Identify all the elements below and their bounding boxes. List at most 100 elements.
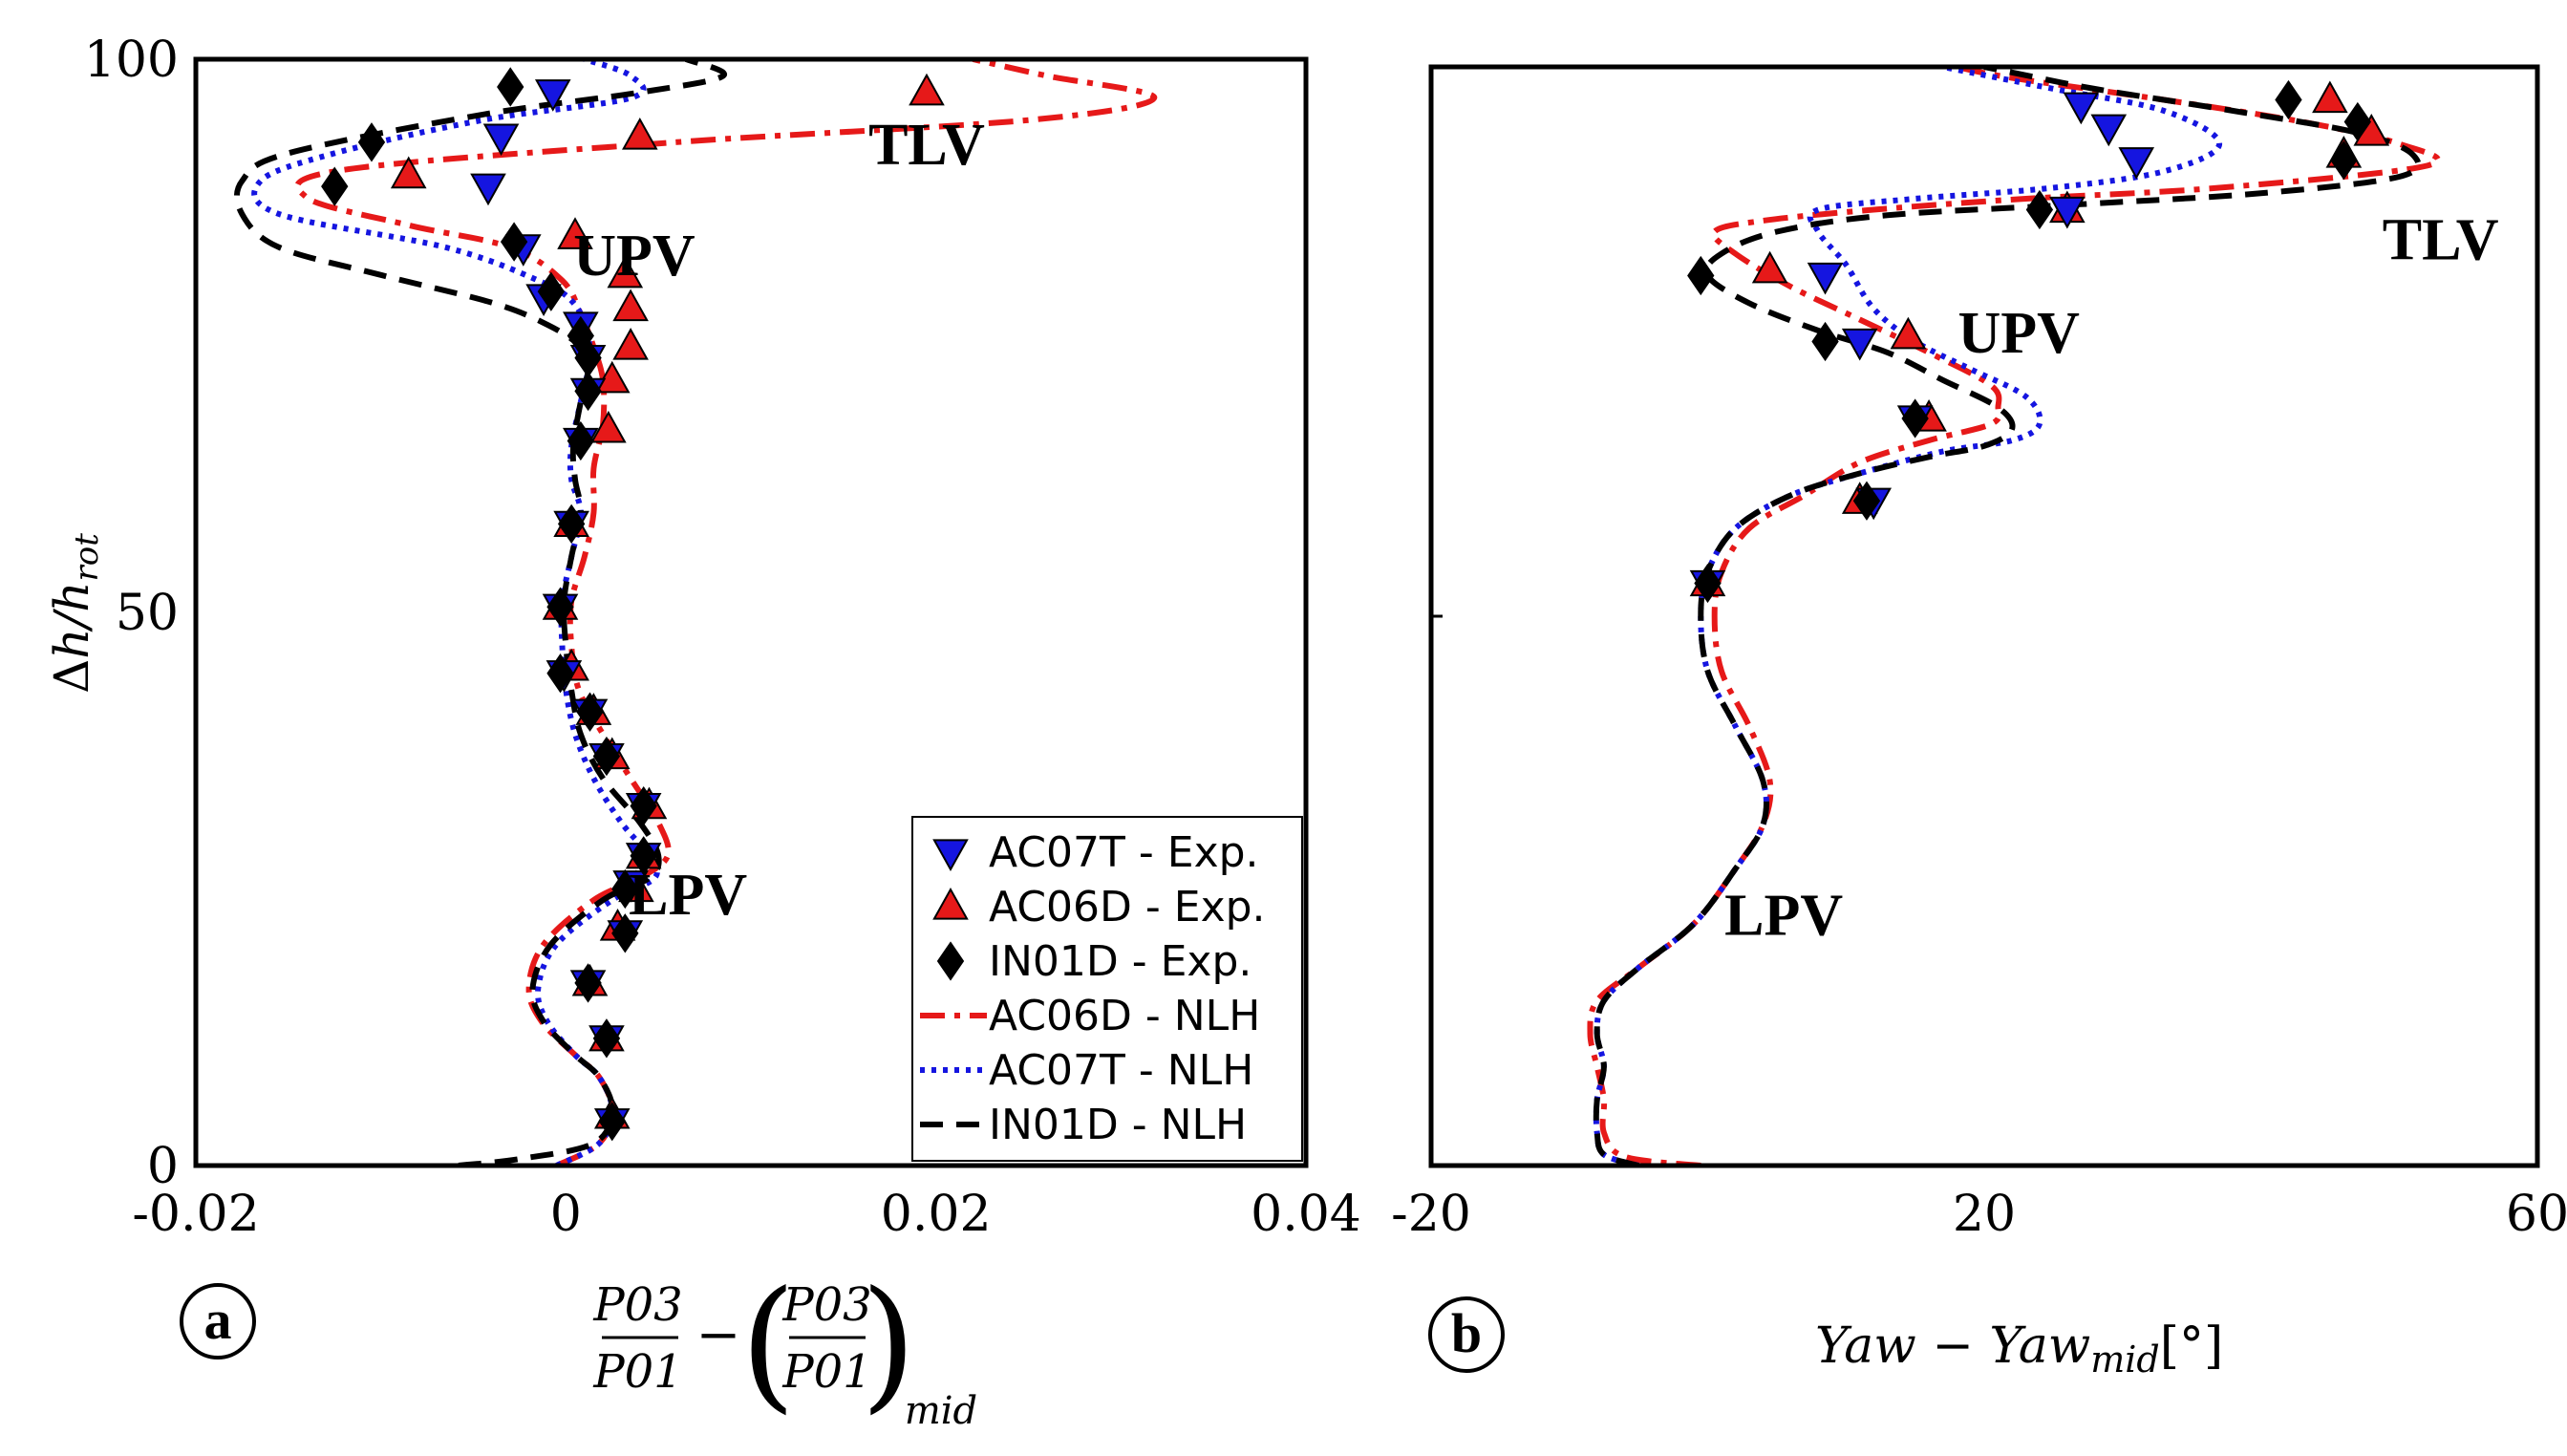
panel-label-a-circle — [180, 1283, 256, 1360]
svg-text:P01: P01 — [781, 1345, 871, 1399]
svg-text:(: ( — [740, 1261, 797, 1427]
series-line-in01d-nlh — [233, 59, 727, 1166]
series-line-ac06d-nlh — [294, 59, 1158, 1166]
x-tick-label: 0.02 — [881, 1186, 992, 1243]
legend-label: IN01D - NLH — [989, 1101, 1247, 1149]
x-tick-label: -0.02 — [132, 1186, 259, 1243]
data-point-in01d-exp--15 — [630, 836, 657, 876]
y-axis-label-a: Δh/hrot — [44, 533, 106, 694]
data-point-ac06d-exp--5 — [1890, 316, 1927, 350]
data-point-ac07t-exp--2 — [2118, 147, 2155, 180]
data-point-in01d-exp--8 — [1694, 563, 1722, 604]
legend-label: AC07T - Exp. — [989, 828, 1259, 877]
data-point-in01d-exp--16 — [611, 868, 639, 910]
data-point-in01d-exp--7 — [1852, 481, 1881, 521]
xlabel-b-main: Yaw − Yaw — [1815, 1317, 2090, 1375]
data-point-in01d-exp--4 — [1687, 255, 1715, 296]
xlabel-b-sub: mid — [2090, 1338, 2160, 1381]
data-point-ac07t-exp--1 — [2090, 114, 2128, 147]
data-point-ac06d-exp--3 — [557, 217, 593, 249]
data-point-ac06d-exp--0 — [2312, 80, 2348, 114]
annotation-upv: UPV — [1957, 301, 2080, 366]
data-point-ac07t-exp--2 — [470, 173, 506, 206]
data-point-in01d-exp--3 — [500, 222, 528, 262]
panel-b: -20 20 60 TLV UPV LPV Yaw − Yawmid[°] b — [1391, 64, 2567, 1381]
data-point-ac07t-exp--3 — [2049, 196, 2086, 229]
legend-label: AC07T - NLH — [989, 1046, 1253, 1095]
x-tick-label: 0 — [550, 1186, 582, 1243]
xlabel-den1: P01 — [592, 1345, 682, 1399]
data-point-ac06d-exp--6 — [612, 328, 649, 360]
series-line-ac07t-nlh — [1593, 67, 2223, 1166]
data-point-ac07t-exp--4 — [1807, 262, 1844, 295]
data-point-in01d-exp--11 — [546, 653, 574, 694]
data-point-ac06d-exp--2 — [390, 156, 427, 189]
plot-area-b-frame — [1428, 64, 2540, 1168]
data-point-ac07t-exp--0 — [534, 79, 571, 112]
data-point-in01d-exp--3 — [2025, 189, 2054, 230]
data-point-ac06d-exp--1 — [621, 118, 658, 150]
x-tick-label: -20 — [1391, 1186, 1471, 1243]
data-point-in01d-exp--2 — [2330, 140, 2358, 181]
xlabel-b-unit: [°] — [2160, 1317, 2224, 1375]
annotation-lpv: LPV — [629, 863, 747, 928]
series-line-ac06d-nlh — [1587, 67, 2441, 1166]
data-point-in01d-exp--9 — [557, 503, 586, 545]
data-point-ac06d-exp--8 — [590, 410, 627, 443]
legend-marker-1 — [932, 887, 969, 920]
data-point-in01d-exp--18 — [574, 963, 602, 1003]
panel-label-b: b — [1451, 1302, 1482, 1364]
data-point-in01d-exp--2 — [321, 166, 349, 206]
legend-marker-2 — [936, 941, 965, 981]
data-point-ac06d-exp--5 — [612, 289, 649, 322]
data-point-in01d-exp--0 — [2275, 79, 2302, 120]
xlabel-sub: mid — [905, 1389, 977, 1433]
data-point-ac06d-exp--4 — [1751, 250, 1788, 284]
legend-marker-0 — [932, 839, 969, 872]
data-point-ac07t-exp--5 — [1841, 328, 1878, 361]
data-point-in01d-exp--14 — [630, 785, 657, 826]
svg-text:): ) — [861, 1261, 917, 1427]
legend-label: IN01D - Exp. — [989, 937, 1251, 986]
legend-label: AC06D - Exp. — [989, 883, 1266, 931]
data-point-in01d-exp--6 — [1901, 398, 1929, 439]
data-point-in01d-exp--19 — [592, 1018, 621, 1059]
y-tick-label: 100 — [84, 32, 179, 89]
legend-box — [911, 816, 1303, 1162]
data-point-in01d-exp--4 — [537, 271, 566, 311]
data-point-in01d-exp--12 — [576, 692, 604, 732]
svg-text:P03: P03 — [781, 1278, 871, 1332]
panel-label-b-circle — [1428, 1296, 1505, 1373]
panel-label-a: a — [204, 1289, 232, 1351]
svg-text:−: − — [696, 1304, 741, 1366]
x-axis-label-a: P03 P01 − ( P03 P01 ) mid — [592, 1261, 977, 1433]
svg-text:mid: mid — [905, 1389, 977, 1433]
xlabel-num1: P03 — [592, 1278, 682, 1332]
y-tick-label: 50 — [116, 585, 179, 642]
data-point-ac07t-exp--0 — [2063, 92, 2100, 125]
annotation-lpv: LPV — [1724, 884, 1843, 949]
data-point-in01d-exp--1 — [2343, 101, 2371, 142]
svg-text:P03: P03 — [592, 1278, 682, 1332]
data-point-ac06d-exp--0 — [909, 73, 945, 106]
svg-text:Yaw − Yawmid[°]: Yaw − Yawmid[°] — [1815, 1317, 2223, 1381]
legend-label: AC06D - NLH — [989, 992, 1260, 1040]
x-tick-label: 20 — [1953, 1186, 2016, 1243]
data-point-ac06d-exp--4 — [607, 255, 644, 289]
annotation-upv: UPV — [573, 224, 695, 289]
data-point-in01d-exp--10 — [546, 587, 574, 627]
data-point-in01d-exp--7 — [574, 371, 602, 412]
series-line-in01d-nlh — [1593, 67, 2422, 1166]
plot-area-a-frame — [193, 56, 1309, 1168]
data-point-ac06d-exp--7 — [593, 360, 631, 394]
x-axis-label-b: Yaw − Yawmid[°] — [1815, 1317, 2223, 1381]
y-tick-label: 0 — [147, 1138, 179, 1195]
annotation-tlv: TLV — [2383, 207, 2499, 272]
x-tick-label: 60 — [2506, 1186, 2567, 1243]
x-tick-label: 0.04 — [1251, 1186, 1361, 1243]
data-point-in01d-exp--13 — [592, 736, 621, 777]
data-point-in01d-exp--5 — [1811, 321, 1839, 362]
